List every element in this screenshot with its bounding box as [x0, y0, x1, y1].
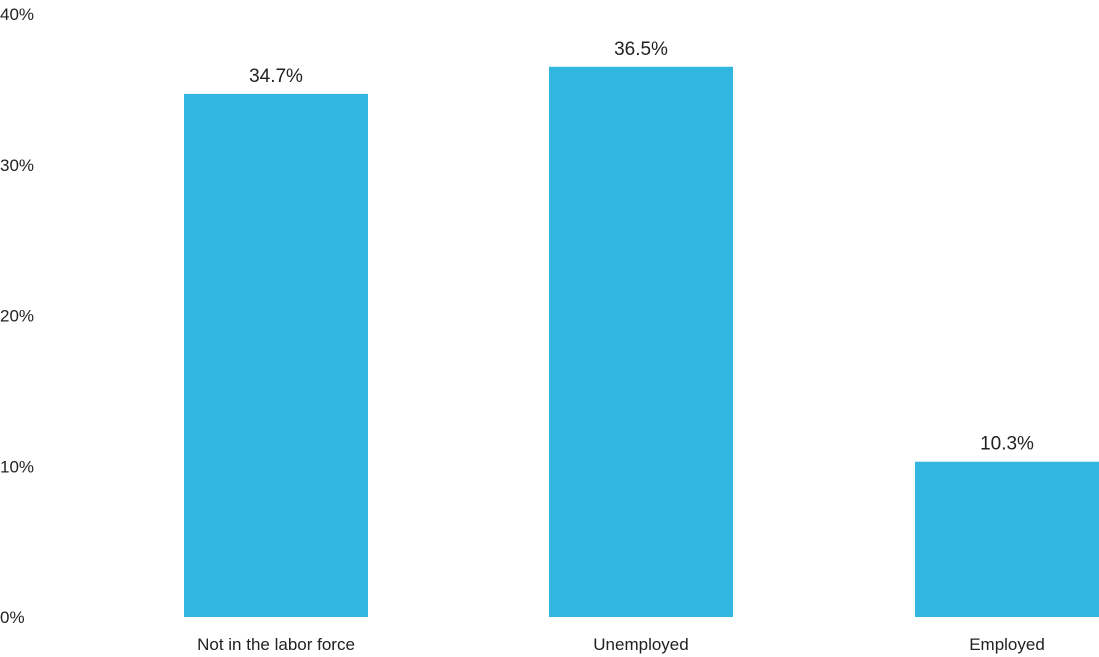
bar-value-label: 34.7% [249, 66, 303, 87]
y-tick-label: 40% [0, 5, 34, 24]
bar-value-label: 36.5% [614, 39, 668, 60]
y-tick-label: 30% [0, 156, 34, 175]
y-axis-tick-labels: 0% 10% 20% 30% 40% [0, 5, 34, 627]
bar [549, 66, 733, 617]
category-label: Unemployed [593, 635, 688, 654]
bar-value-label: 10.3% [980, 434, 1034, 455]
category-label: Not in the labor force [197, 635, 355, 654]
x-axis-category-labels: Not in the labor force Unemployed Employed [197, 635, 1045, 654]
bars-group [184, 66, 1099, 617]
y-tick-label: 0% [0, 608, 25, 627]
bar [184, 93, 368, 617]
y-tick-label: 20% [0, 307, 34, 326]
y-tick-label: 10% [0, 457, 34, 476]
category-label: Employed [969, 635, 1045, 654]
data-labels-group: 34.7% 36.5% 10.3% [249, 39, 1034, 455]
bar [915, 461, 1099, 617]
